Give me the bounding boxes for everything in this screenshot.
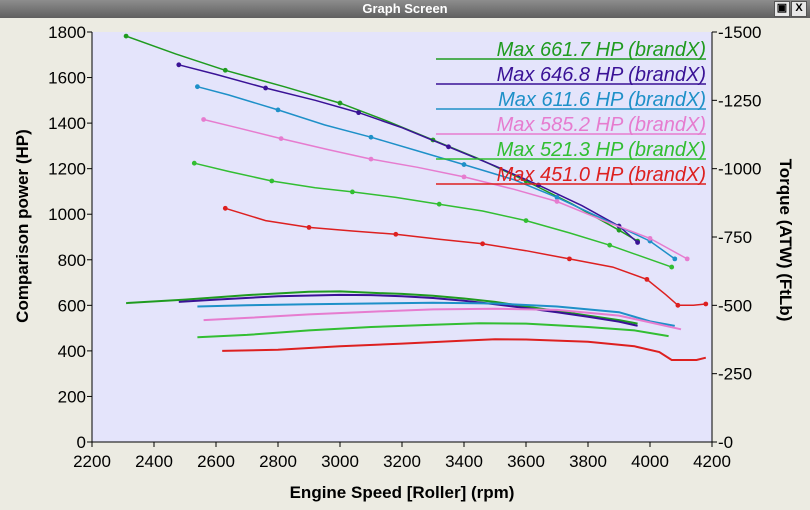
x-tick-label: 4200 <box>693 452 731 471</box>
torque-point <box>337 100 343 106</box>
series-6 <box>222 205 709 361</box>
x-axis-label: Engine Speed [Roller] (rpm) <box>290 483 515 502</box>
torque-point <box>669 264 675 270</box>
series-5 <box>191 160 675 339</box>
legend-item: Max 585.2 HP (brandX) <box>497 114 706 136</box>
power-curve <box>203 307 682 331</box>
restore-icon[interactable]: ▣ <box>774 1 790 17</box>
x-tick-label: 4000 <box>631 452 669 471</box>
x-tick-label: 2200 <box>73 452 111 471</box>
torque-point <box>684 256 690 262</box>
x-tick-label: 3000 <box>321 452 359 471</box>
x-tick-label: 3400 <box>445 452 483 471</box>
torque-curve <box>203 118 688 260</box>
torque-point <box>635 240 640 245</box>
legend: Max 661.7 HP (brandX) Max 646.8 HP (brand… <box>436 39 706 186</box>
torque-point <box>554 194 560 200</box>
power-curve <box>197 322 669 339</box>
y-tick-label: 600 <box>58 296 86 315</box>
y2-tick-label: -1500 <box>718 23 761 42</box>
torque-point <box>201 117 207 122</box>
legend-item: Max 661.7 HP (brandX) <box>497 39 706 61</box>
torque-point <box>446 144 451 150</box>
y2-axis-label: Torque (ATW) (FtLb) <box>776 159 795 322</box>
power-curve <box>197 301 675 327</box>
x-tick-label: 3200 <box>383 452 421 471</box>
y-tick-label: 1600 <box>48 69 86 88</box>
torque-point <box>123 33 129 39</box>
torque-point <box>461 174 467 180</box>
x-tick-label: 2400 <box>135 452 173 471</box>
y-tick-label: 800 <box>58 251 86 270</box>
curves <box>123 33 709 361</box>
legend-item: Max 521.3 HP (brandX) <box>497 139 706 161</box>
plot-area <box>92 32 712 442</box>
axes: 2200 2400 2600 2800 3000 3200 3400 3600 3800 4000… <box>48 23 761 471</box>
torque-point <box>607 242 613 248</box>
torque-curve <box>225 207 706 307</box>
torque-point <box>222 67 228 73</box>
torque-curve <box>178 64 639 244</box>
y-tick-label: 1000 <box>48 205 86 224</box>
torque-point <box>195 84 200 90</box>
series-2 <box>176 62 640 327</box>
torque-point <box>675 302 681 308</box>
torque-point <box>275 107 281 113</box>
torque-point <box>703 301 709 307</box>
power-curve <box>126 290 638 325</box>
torque-point <box>567 256 572 262</box>
torque-point <box>191 160 197 166</box>
torque-point <box>393 231 399 237</box>
y-tick-label: 1800 <box>48 23 86 42</box>
y2-tick-label: -250 <box>718 365 752 384</box>
torque-point <box>176 62 182 68</box>
legend-item: Max 451.0 HP (brandX) <box>497 164 706 186</box>
y-tick-label: 1200 <box>48 160 86 179</box>
y-axis-label: Comparison power (HP) <box>13 129 32 323</box>
torque-point <box>672 256 678 262</box>
torque-point <box>269 178 275 184</box>
y2-tick-label: -1250 <box>718 91 761 110</box>
torque-point <box>350 189 355 195</box>
close-button[interactable]: X <box>791 1 807 17</box>
torque-point <box>356 110 361 116</box>
legend-item: Max 611.6 HP (brandX) <box>498 89 706 111</box>
torque-curve <box>194 162 672 268</box>
torque-point <box>368 156 374 162</box>
torque-point <box>461 162 467 167</box>
x-tick-label: 3800 <box>569 452 607 471</box>
y-tick-label: 0 <box>77 433 86 452</box>
power-curve <box>222 338 707 361</box>
torque-point <box>306 225 312 230</box>
y2-tick-label: -1000 <box>718 160 761 179</box>
torque-point <box>278 136 284 141</box>
series-4 <box>201 117 690 331</box>
torque-point <box>263 85 268 91</box>
torque-point <box>523 218 529 224</box>
y2-tick-label: -500 <box>718 296 752 315</box>
x-tick-label: 2800 <box>259 452 297 471</box>
torque-point <box>644 276 650 282</box>
engine-graph: 2200 2400 2600 2800 3000 3200 3400 3600 3800 4000… <box>0 18 810 510</box>
torque-point <box>222 205 228 211</box>
y-tick-label: 400 <box>58 342 86 361</box>
y2-tick-label: -0 <box>718 433 733 452</box>
torque-point <box>616 227 622 233</box>
torque-point <box>368 134 374 140</box>
x-tick-label: 3600 <box>507 452 545 471</box>
legend-item: Max 646.8 HP (brandX) <box>497 64 706 86</box>
y-tick-label: 200 <box>58 387 86 406</box>
power-curve <box>178 293 638 327</box>
y-tick-label: 1400 <box>48 114 86 133</box>
window-title: Graph Screen <box>362 1 448 16</box>
torque-point <box>436 201 442 207</box>
torque-point <box>480 241 485 247</box>
torque-point <box>554 199 560 204</box>
x-tick-label: 2600 <box>197 452 235 471</box>
torque-point <box>647 235 653 241</box>
y2-tick-label: -750 <box>718 228 752 247</box>
window-titlebar[interactable]: Graph Screen ▣ X <box>0 0 810 18</box>
